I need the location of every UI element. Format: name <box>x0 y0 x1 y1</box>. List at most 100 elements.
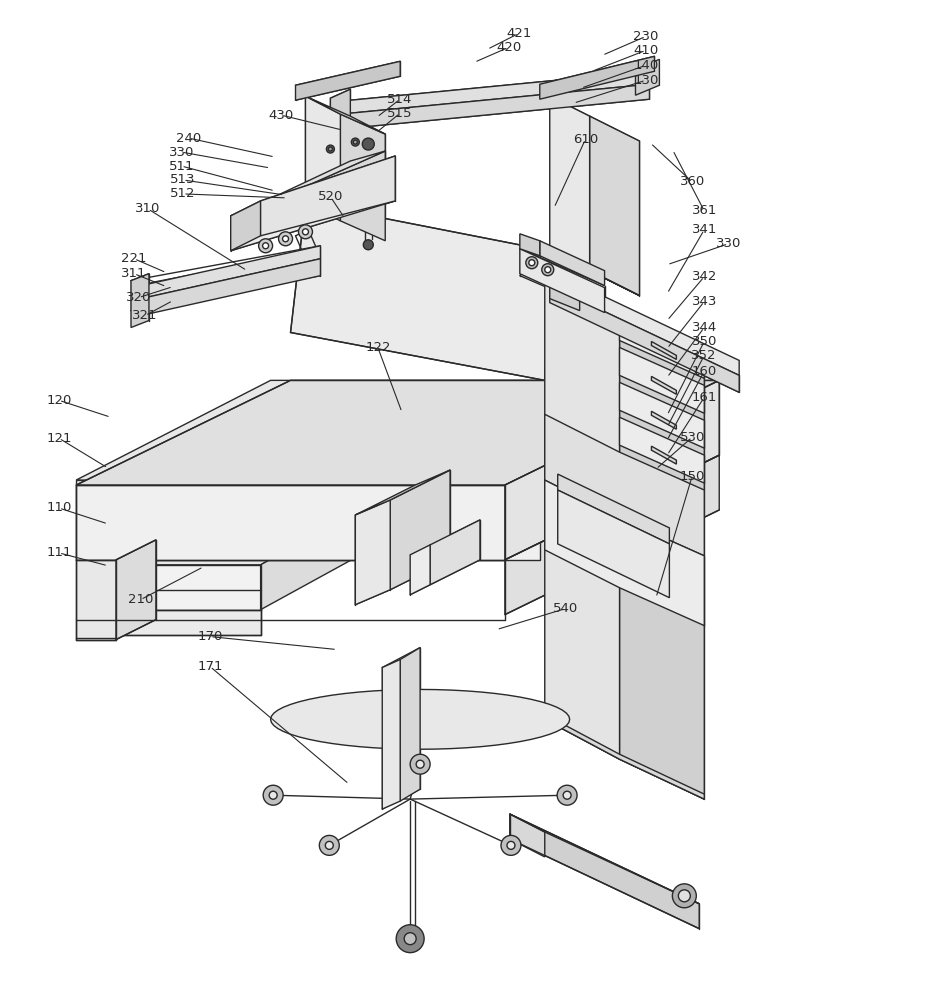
Text: 540: 540 <box>552 602 578 615</box>
Text: 122: 122 <box>365 341 391 354</box>
Polygon shape <box>382 660 400 809</box>
Circle shape <box>326 145 335 153</box>
Polygon shape <box>340 71 649 114</box>
Polygon shape <box>545 714 704 799</box>
Circle shape <box>545 267 551 273</box>
Polygon shape <box>619 417 704 483</box>
Circle shape <box>525 257 538 269</box>
Text: 514: 514 <box>388 93 413 106</box>
Polygon shape <box>619 347 704 413</box>
Text: 160: 160 <box>692 365 717 378</box>
Polygon shape <box>545 414 704 556</box>
Polygon shape <box>539 56 655 99</box>
Polygon shape <box>305 96 385 134</box>
Circle shape <box>279 232 293 246</box>
Text: 240: 240 <box>176 132 201 145</box>
Polygon shape <box>266 151 385 201</box>
Polygon shape <box>635 59 659 95</box>
Polygon shape <box>651 446 676 464</box>
Polygon shape <box>619 313 704 378</box>
Circle shape <box>542 264 553 276</box>
Text: 610: 610 <box>573 133 598 146</box>
Polygon shape <box>76 480 539 560</box>
Polygon shape <box>505 455 719 615</box>
Polygon shape <box>550 96 590 271</box>
Circle shape <box>328 147 332 151</box>
Text: 513: 513 <box>170 173 196 186</box>
Text: 170: 170 <box>197 630 222 643</box>
Text: 360: 360 <box>680 175 705 188</box>
Text: 221: 221 <box>121 252 147 265</box>
Polygon shape <box>76 560 116 640</box>
Circle shape <box>416 760 424 768</box>
Text: 110: 110 <box>46 501 72 514</box>
Polygon shape <box>340 84 649 129</box>
Circle shape <box>529 260 535 266</box>
Polygon shape <box>400 648 420 801</box>
Polygon shape <box>76 380 699 480</box>
Text: 342: 342 <box>692 270 717 283</box>
Circle shape <box>259 239 272 253</box>
Polygon shape <box>260 480 415 610</box>
Circle shape <box>507 841 515 849</box>
Circle shape <box>410 754 430 774</box>
Circle shape <box>363 138 374 150</box>
Polygon shape <box>81 565 260 610</box>
Polygon shape <box>260 156 395 216</box>
Polygon shape <box>505 380 719 560</box>
Polygon shape <box>590 116 640 296</box>
Polygon shape <box>266 191 296 226</box>
Polygon shape <box>558 490 670 598</box>
Text: 330: 330 <box>716 237 741 250</box>
Polygon shape <box>510 814 699 929</box>
Text: 511: 511 <box>168 160 194 173</box>
Polygon shape <box>430 520 480 585</box>
Circle shape <box>352 138 359 146</box>
Polygon shape <box>651 376 676 394</box>
Polygon shape <box>619 382 704 448</box>
Text: 310: 310 <box>135 202 161 215</box>
Circle shape <box>564 791 571 799</box>
Polygon shape <box>340 114 385 241</box>
Polygon shape <box>558 474 670 544</box>
Text: 430: 430 <box>269 109 294 122</box>
Circle shape <box>678 890 690 902</box>
Text: 352: 352 <box>692 349 717 362</box>
Polygon shape <box>131 274 149 328</box>
Text: 530: 530 <box>680 431 705 444</box>
Polygon shape <box>81 480 415 565</box>
Polygon shape <box>651 341 676 359</box>
Polygon shape <box>550 271 739 375</box>
Text: 121: 121 <box>46 432 72 445</box>
Text: 361: 361 <box>692 204 717 217</box>
Text: 520: 520 <box>318 190 343 203</box>
Circle shape <box>262 243 269 249</box>
Polygon shape <box>271 689 570 749</box>
Polygon shape <box>520 234 539 256</box>
Polygon shape <box>545 271 619 759</box>
Polygon shape <box>355 500 391 605</box>
Circle shape <box>269 791 277 799</box>
Circle shape <box>326 841 333 849</box>
Polygon shape <box>651 411 676 429</box>
Polygon shape <box>550 251 640 296</box>
Text: 420: 420 <box>496 41 521 54</box>
Circle shape <box>672 884 697 908</box>
Circle shape <box>557 785 578 805</box>
Polygon shape <box>330 89 351 142</box>
Text: 410: 410 <box>633 44 658 57</box>
Polygon shape <box>231 166 395 251</box>
Text: 421: 421 <box>506 27 531 40</box>
Text: 512: 512 <box>170 187 196 200</box>
Polygon shape <box>355 470 450 515</box>
Text: 130: 130 <box>633 74 658 87</box>
Polygon shape <box>141 259 321 316</box>
Text: 120: 120 <box>46 394 72 407</box>
Circle shape <box>319 835 339 855</box>
Polygon shape <box>76 485 505 560</box>
Polygon shape <box>290 203 550 380</box>
Text: 330: 330 <box>168 146 194 159</box>
Text: 343: 343 <box>692 295 717 308</box>
Polygon shape <box>545 480 704 626</box>
Polygon shape <box>550 286 739 392</box>
